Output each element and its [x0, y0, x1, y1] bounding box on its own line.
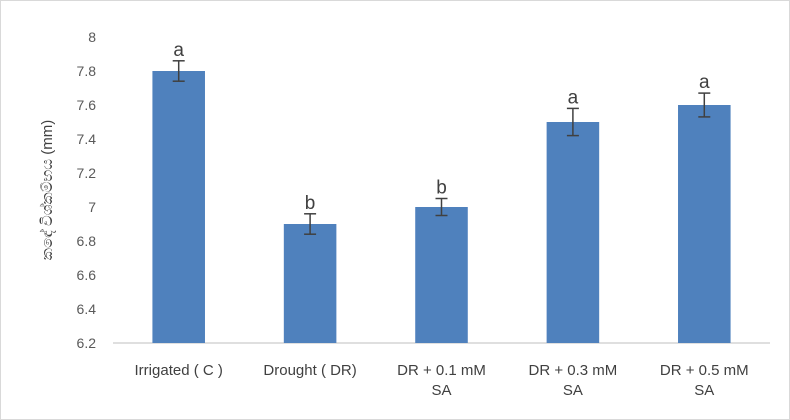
x-tick-label: SA: [563, 382, 583, 399]
y-tick-label: 7.4: [77, 131, 97, 147]
significance-label: b: [436, 178, 447, 199]
x-tick-label: Drought ( DR): [263, 362, 356, 379]
significance-label: b: [305, 193, 316, 214]
bar: [678, 105, 731, 343]
bar: [152, 71, 205, 343]
y-tick-label: 7.8: [77, 63, 97, 79]
y-tick-label: 6.4: [77, 301, 97, 317]
x-tick-label: Irrigated ( C ): [135, 362, 223, 379]
x-tick-label: DR + 0.1 mM: [397, 362, 486, 379]
x-tick-label: DR + 0.5 mM: [660, 362, 749, 379]
y-axis-label: කඳේ විශ්කම්භය (mm): [38, 120, 56, 260]
significance-label: a: [173, 40, 184, 61]
y-tick-label: 7.2: [77, 165, 97, 181]
y-tick-label: 6.2: [77, 335, 97, 351]
y-tick-label: 8: [88, 29, 96, 45]
bar: [283, 224, 337, 343]
y-tick-label: 7.6: [77, 97, 97, 113]
x-tick-label: DR + 0.3 mM: [529, 362, 618, 379]
y-tick-label: 6.8: [77, 233, 97, 249]
significance-label: a: [568, 87, 579, 108]
x-tick-label: SA: [431, 382, 451, 399]
bar: [546, 122, 600, 343]
y-tick-label: 6.6: [77, 267, 97, 283]
significance-label: a: [699, 72, 710, 93]
bar: [415, 207, 468, 343]
y-tick-label: 7: [88, 199, 96, 215]
x-tick-label: SA: [694, 382, 714, 399]
